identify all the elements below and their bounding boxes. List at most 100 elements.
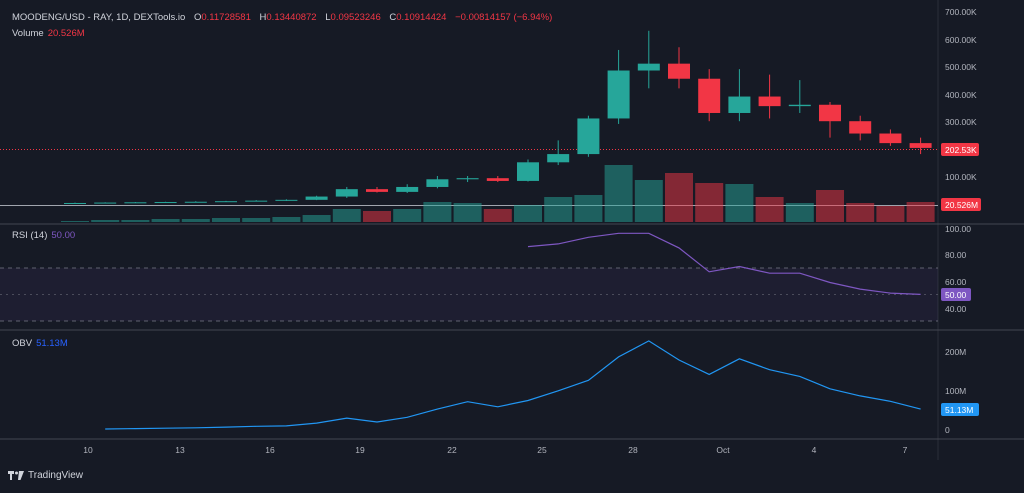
high-label: H: [259, 12, 267, 23]
price-tick-500k: 500.00K: [945, 62, 977, 72]
candle-body: [184, 201, 207, 203]
time-tick-16: 16: [265, 445, 275, 455]
candle-body: [698, 78, 721, 113]
volume-bar: [121, 220, 150, 222]
price-tick-300k: 300.00K: [945, 117, 977, 127]
candle-body: [64, 202, 86, 204]
time-tick-19: 19: [355, 445, 365, 455]
volume-bar: [393, 209, 422, 222]
candle-body: [154, 202, 177, 204]
volume-bar: [302, 215, 331, 222]
rsi-badge: [941, 288, 971, 301]
obv-tick-0: 0: [945, 425, 950, 435]
volume-bar: [876, 206, 905, 222]
obv-badge-text: 51.13M: [945, 405, 973, 415]
candle-body: [245, 200, 268, 202]
candle-body: [456, 178, 479, 180]
time-tick-25: 25: [537, 445, 547, 455]
candle-body: [396, 186, 419, 192]
volume-legend[interactable]: Volume 20.526M: [12, 28, 85, 39]
volume-bar: [785, 203, 814, 222]
obv-line: [105, 340, 921, 430]
change-value: −0.00814157 (−6.94%): [455, 12, 553, 23]
candle-body: [305, 196, 328, 200]
volume-bar: [272, 217, 301, 222]
candle-body: [909, 143, 932, 148]
rsi-line: [527, 232, 921, 295]
obv-legend-value: 51.13M: [36, 338, 68, 349]
close-value: 0.10914424: [396, 12, 447, 23]
candle-body: [426, 179, 449, 187]
volume-bar: [483, 209, 512, 222]
volume-bar: [574, 195, 603, 222]
candle-body: [335, 189, 358, 197]
volume-bar: [453, 203, 482, 222]
volume-label: Volume: [12, 28, 44, 39]
rsi-tick-40: 40.00: [945, 304, 967, 314]
candle-body: [547, 154, 570, 163]
volume-bar: [212, 218, 240, 222]
obv-tick-100m: 100M: [945, 386, 966, 396]
symbol-legend[interactable]: MOODENG/USD - RAY, 1D, DEXTools.io O0.11…: [12, 12, 552, 23]
time-tick-28: 28: [628, 445, 638, 455]
volume-bar: [695, 183, 724, 222]
rsi-legend-value: 50.00: [51, 230, 76, 241]
obv-legend[interactable]: OBV 51.13M: [12, 338, 68, 349]
open-value: 0.11728581: [201, 12, 251, 23]
volume-bar: [544, 197, 573, 222]
candle-body: [728, 96, 751, 113]
low-value: 0.09523246: [330, 12, 381, 23]
price-tick-600k: 600.00K: [945, 35, 977, 45]
close-label: C: [389, 12, 397, 23]
candle-body: [849, 121, 872, 134]
volume-bar: [755, 197, 784, 222]
candle-body: [879, 133, 902, 144]
high-value: 0.13440872: [266, 12, 317, 23]
time-tick-oct: Oct: [716, 445, 730, 455]
time-tick-4: 4: [812, 445, 817, 455]
price-tick-700k: 700.00K: [945, 7, 977, 17]
volume-bar: [151, 219, 180, 222]
last-price-badge-text: 202.53K: [945, 145, 977, 155]
volume-bar: [514, 205, 542, 222]
volume-value: 20.526M: [47, 28, 85, 39]
time-tick-13: 13: [175, 445, 185, 455]
volume-bar: [725, 184, 754, 222]
time-tick-7: 7: [903, 445, 908, 455]
volume-bar: [846, 203, 875, 222]
time-tick-10: 10: [83, 445, 93, 455]
volume-bar: [906, 202, 935, 222]
volume-badge: [941, 198, 981, 211]
volume-bar: [332, 209, 361, 222]
rsi-legend[interactable]: RSI (14) 50.00: [12, 230, 75, 241]
tradingview-logo[interactable]: TradingView: [8, 470, 83, 481]
obv-badge: [941, 403, 979, 416]
volume-bar: [61, 221, 89, 222]
volume-bar: [604, 165, 633, 222]
candle-body: [124, 202, 147, 204]
candle-body: [517, 162, 539, 181]
obv-tick-200m: 200M: [945, 347, 966, 357]
volume-bar: [816, 190, 844, 222]
volume-bar: [665, 173, 693, 222]
candle-body: [668, 63, 690, 79]
volume-bar: [181, 219, 210, 222]
brand-name: TradingView: [28, 470, 84, 481]
time-tick-22: 22: [447, 445, 457, 455]
price-tick-100k: 100.00K: [945, 172, 977, 182]
candle-body: [577, 118, 600, 155]
candle-body: [486, 178, 509, 181]
candle-body: [366, 189, 388, 192]
price-tick-400k: 400.00K: [945, 90, 977, 100]
tradingview-logo-icon: [8, 471, 24, 480]
rsi-label-text: RSI (14): [12, 230, 48, 241]
candle-body: [819, 104, 841, 122]
last-price-badge: [941, 143, 979, 156]
candle-body: [758, 96, 781, 107]
rsi-tick-100: 100.00: [945, 224, 971, 234]
volume-badge-text: 20.526M: [945, 200, 978, 210]
obv-label-text: OBV: [12, 338, 33, 349]
symbol-title[interactable]: MOODENG/USD - RAY, 1D, DEXTools.io: [12, 12, 186, 23]
